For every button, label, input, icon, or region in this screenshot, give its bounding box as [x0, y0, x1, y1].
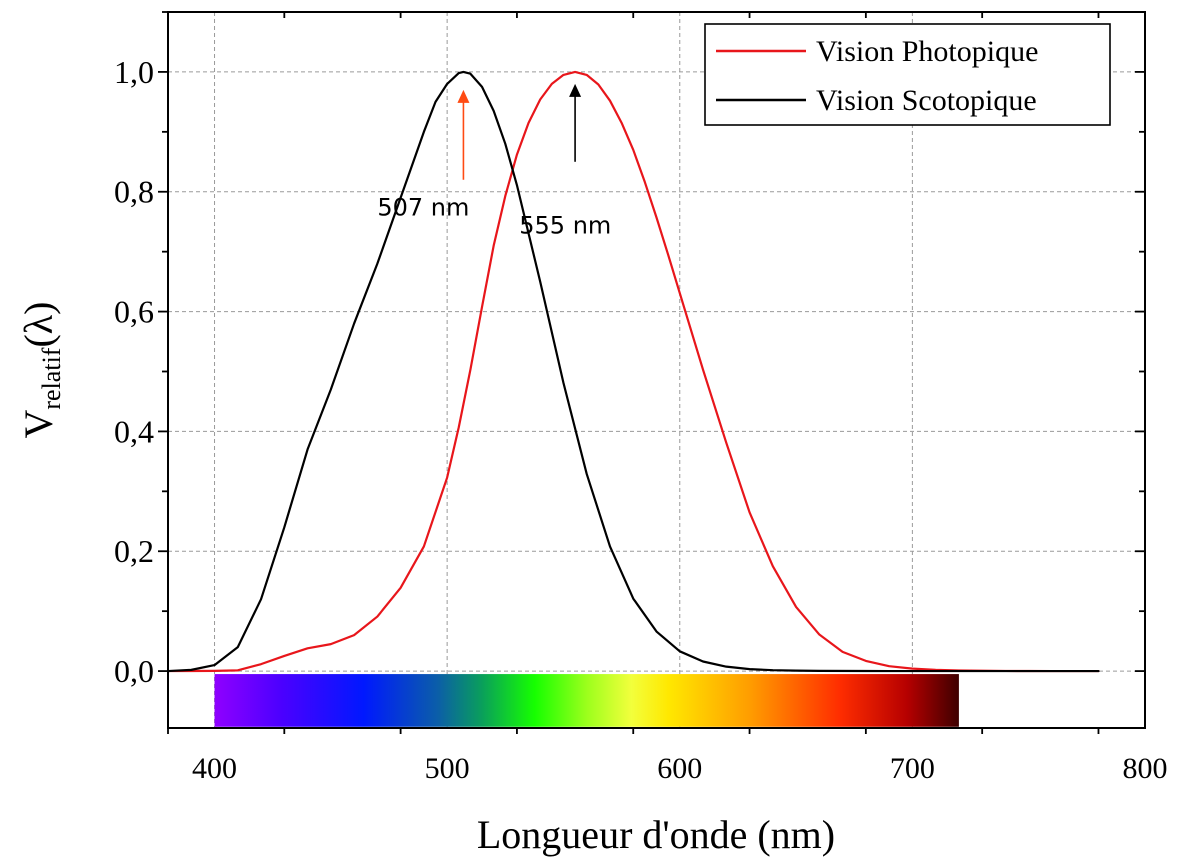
y-label-subscript: relatif	[37, 347, 66, 409]
legend-box	[704, 23, 1111, 126]
spectrum-gradient-bar	[214, 674, 959, 727]
plot-frame	[167, 11, 1146, 729]
x-tick-label: 600	[657, 752, 702, 785]
annotation-label: 507 nm	[377, 194, 469, 222]
x-tick-label: 500	[425, 752, 470, 785]
y-tick-label: 0,2	[114, 533, 154, 569]
x-tick-label: 400	[192, 752, 237, 785]
x-tick-label: 700	[890, 752, 935, 785]
y-label-suffix: (λ)	[16, 301, 61, 347]
annotation-arrow-head	[457, 89, 470, 103]
x-axis-label: Longueur d'onde (nm)	[477, 812, 835, 857]
series-line-scotopic	[168, 70, 1100, 673]
spectrum-bar	[214, 674, 959, 727]
series-layer	[168, 70, 1100, 673]
annotation-arrow-head	[569, 83, 582, 97]
annotations: 507 nm 555 nm	[377, 83, 611, 240]
legend-label: Vision Scotopique	[816, 84, 1037, 117]
y-tick-label: 0,6	[114, 294, 154, 330]
y-tick-label: 0,0	[114, 653, 154, 689]
y-tick-label: 1,0	[114, 54, 154, 90]
legend-label: Vision Photopique	[816, 35, 1038, 68]
legend: Vision Photopique Vision Scotopique	[704, 23, 1111, 126]
annotation-label: 555 nm	[519, 212, 611, 240]
x-tick-label: 800	[1123, 752, 1168, 785]
y-tick-label: 0,8	[114, 174, 154, 210]
y-tick-label: 0,4	[114, 413, 154, 449]
series-line-photopic	[168, 70, 1100, 673]
tick-labels: 400 500 600 700 800 0,0 0,2 0,4 0,6 0,8 1,0	[114, 54, 1168, 785]
y-axis-label: Vrelatif(λ)	[16, 301, 66, 438]
peak-annotation: 507 nm	[377, 89, 470, 222]
y-label-main: V	[16, 410, 61, 439]
axis-ticks	[158, 11, 1145, 734]
peak-annotation: 555 nm	[519, 83, 611, 240]
